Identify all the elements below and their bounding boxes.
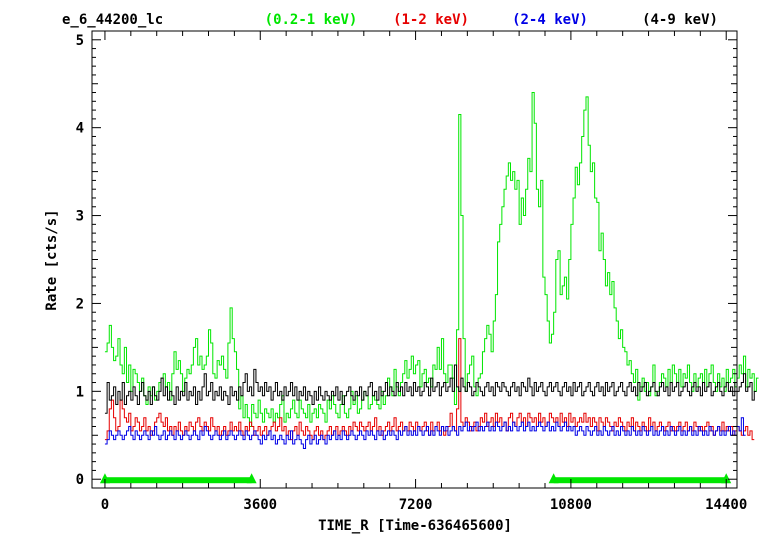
x-tick-label: 0 bbox=[101, 497, 109, 513]
legend-series-3: (4-9 keV) bbox=[642, 12, 718, 28]
gti-bars bbox=[99, 473, 732, 484]
y-tick-label: 1 bbox=[76, 384, 84, 400]
x-tick-label: 3600 bbox=[243, 497, 277, 513]
x-tick-label: 14400 bbox=[705, 497, 747, 513]
legend-series-2: (2-4 keV) bbox=[512, 12, 588, 28]
x-axis-label: TIME_R [Time-636465600] bbox=[318, 518, 512, 534]
x-tick-label: 7200 bbox=[399, 497, 433, 513]
y-tick-label: 5 bbox=[76, 33, 84, 49]
y-axis-label: Rate [cts/s] bbox=[44, 209, 60, 310]
legend-series-0: (0.2-1 keV) bbox=[265, 12, 358, 28]
axis-tick-labels: 0 3600 7200 10800 14400 0 1 2 3 4 5 bbox=[76, 33, 748, 513]
x-tick-label: 10800 bbox=[550, 497, 592, 513]
gti-start-marker-1 bbox=[548, 473, 559, 484]
plot-frame bbox=[91, 30, 738, 489]
legend-series-1: (1-2 keV) bbox=[393, 12, 469, 28]
gti-start-marker-0 bbox=[99, 473, 110, 484]
gti-bar-0 bbox=[104, 477, 252, 484]
gti-end-marker-1 bbox=[721, 473, 732, 484]
gti-end-marker-0 bbox=[246, 473, 257, 484]
plot-series-group bbox=[104, 92, 759, 449]
y-tick-label: 0 bbox=[76, 472, 84, 488]
axis-ticks bbox=[92, 31, 737, 488]
y-tick-label: 3 bbox=[76, 209, 84, 225]
y-tick-label: 2 bbox=[76, 296, 84, 312]
series-line-2 bbox=[104, 417, 746, 449]
gti-bar-1 bbox=[553, 477, 727, 484]
y-tick-label: 4 bbox=[76, 121, 84, 137]
series-line-3 bbox=[104, 364, 757, 414]
chart-title: e_6_44200_lc bbox=[62, 12, 163, 28]
